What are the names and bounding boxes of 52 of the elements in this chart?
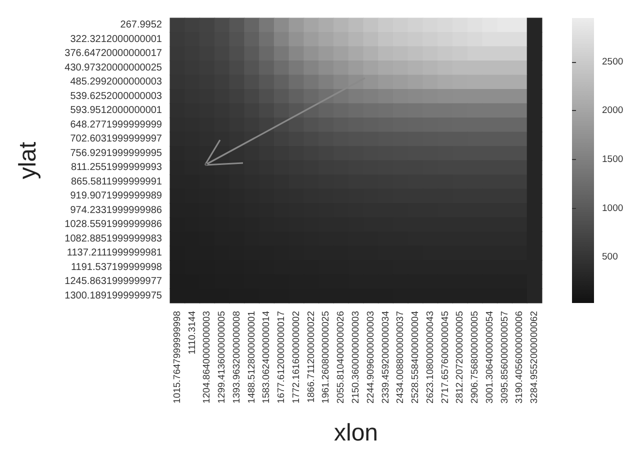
y-tick-label: 322.3212000000001 bbox=[70, 34, 162, 45]
x-tick-label: 1204.8640000000003 bbox=[202, 311, 213, 404]
y-tick-label: 593.9512000000001 bbox=[70, 105, 162, 116]
y-tick-label: 376.64720000000017 bbox=[64, 48, 162, 60]
x-tick-label: 1299.4136000000005 bbox=[216, 311, 228, 404]
x-tick-label: 3190.4056000000006 bbox=[514, 311, 526, 404]
y-tick-label: 1082.8851999999983 bbox=[64, 233, 162, 244]
x-tick-label: 3095.8560000000057 bbox=[499, 311, 510, 404]
x-tick-label: 3001.3064000000054 bbox=[484, 311, 496, 404]
x-axis-title: xlon bbox=[334, 420, 378, 446]
y-tick-label: 811.2551999999993 bbox=[70, 162, 162, 174]
x-tick-label: 2244.9096000000003 bbox=[365, 311, 376, 404]
color-bar-label: 2500 bbox=[602, 56, 624, 68]
y-tick-label: 1191.537199999998 bbox=[70, 262, 162, 273]
x-tick-label: 1772.1616000000002 bbox=[290, 311, 302, 404]
y-tick-label: 919.9071999999989 bbox=[70, 190, 162, 202]
x-tick-label: 2055.8104000000026 bbox=[336, 311, 347, 404]
y-tick-label: 974.2331999999986 bbox=[70, 204, 162, 216]
x-tick-label: 2434.0088000000037 bbox=[395, 311, 406, 404]
x-tick-label: 1866.7112000000022 bbox=[306, 311, 317, 403]
x-tick-label: 3284.9552000000062 bbox=[529, 311, 540, 404]
x-tick-label: 1488.5128000000001 bbox=[246, 311, 258, 404]
x-tick-label: 2906.7568000000005 bbox=[470, 311, 481, 404]
color-bar-label: 1500 bbox=[602, 154, 624, 166]
x-tick-label: 1393.9632000000008 bbox=[231, 311, 242, 404]
y-tick-label: 485.2992000000003 bbox=[70, 76, 162, 88]
x-tick-label: 2339.4592000000034 bbox=[380, 311, 392, 404]
y-tick-label: 1137.2111999999981 bbox=[66, 248, 162, 259]
y-tick-label: 1245.8631999999977 bbox=[64, 276, 162, 288]
x-tick-label: 1677.6120000000017 bbox=[276, 311, 288, 404]
y-tick-label: 702.6031999999997 bbox=[70, 134, 162, 145]
x-tick-label: 1110.3144 bbox=[186, 311, 198, 354]
y-tick-label: 865.5811999999991 bbox=[70, 176, 162, 188]
x-tick-label: 2150.3600000000003 bbox=[350, 311, 362, 404]
x-tick-label: 2812.2072000000005 bbox=[454, 311, 466, 404]
x-tick-label: 1015.7647999999998 bbox=[172, 311, 183, 404]
y-tick-label: 539.6252000000003 bbox=[70, 90, 162, 102]
x-tick-label: 1583.0624000000014 bbox=[261, 311, 272, 404]
x-tick-label: 2623.1080000000043 bbox=[424, 311, 436, 404]
color-bar-label: 500 bbox=[602, 252, 618, 263]
y-tick-label: 648.2771999999999 bbox=[70, 119, 162, 130]
y-tick-label: 756.9291999999995 bbox=[70, 148, 162, 159]
x-tick-label: 2717.6576000000045 bbox=[440, 311, 451, 404]
x-tick-label: 1961.2608000000025 bbox=[320, 311, 332, 404]
y-tick-label: 1028.5591999999986 bbox=[64, 219, 162, 230]
y-tick-label: 1300.1891999999975 bbox=[64, 290, 162, 302]
color-bar-label: 2000 bbox=[602, 105, 624, 116]
y-tick-label: 430.97320000000025 bbox=[64, 62, 162, 74]
color-bar-label: 1000 bbox=[602, 202, 624, 214]
x-tick-label: 2528.5584000000004 bbox=[410, 311, 422, 404]
y-axis-title: ylat bbox=[14, 142, 42, 180]
y-tick-label: 267.9952 bbox=[120, 20, 162, 31]
